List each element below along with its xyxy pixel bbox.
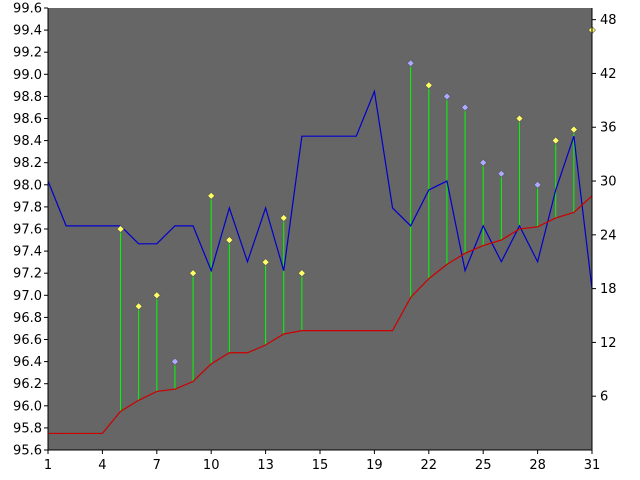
x-tick-label: 28 bbox=[529, 458, 546, 473]
data-point-marker bbox=[279, 214, 288, 222]
series-line-left-axis bbox=[48, 195, 593, 435]
right-tick-label: 6 bbox=[600, 390, 608, 405]
left-tick-label: 95.8 bbox=[13, 421, 42, 436]
x-tick-label: 22 bbox=[421, 458, 438, 473]
data-point-marker bbox=[171, 357, 179, 366]
left-tick-label: 95.6 bbox=[13, 444, 42, 459]
data-point-marker bbox=[533, 180, 542, 189]
data-point-marker bbox=[116, 225, 125, 233]
right-axis-ticks: 6 12 18 24 30 36 42 48 bbox=[592, 13, 617, 405]
data-point-marker bbox=[152, 291, 161, 300]
data-point-marker bbox=[424, 81, 433, 90]
left-tick-label: 96.8 bbox=[13, 311, 42, 326]
data-point-marker bbox=[551, 136, 560, 145]
left-tick-label: 96.4 bbox=[13, 355, 42, 370]
x-tick-label: 31 bbox=[584, 458, 601, 473]
left-tick-label: 98.2 bbox=[13, 156, 42, 171]
series-lines bbox=[47, 89, 593, 435]
data-point-marker bbox=[515, 114, 524, 123]
x-tick-label: 10 bbox=[203, 458, 220, 473]
x-tick-label: 13 bbox=[257, 458, 274, 473]
data-point-marker bbox=[297, 269, 306, 278]
data-markers bbox=[116, 26, 596, 366]
plot-area bbox=[48, 8, 592, 450]
left-tick-label: 97.4 bbox=[13, 245, 42, 260]
right-tick-label: 36 bbox=[600, 121, 617, 136]
data-point-marker bbox=[207, 191, 216, 200]
x-tick-label: 25 bbox=[475, 458, 492, 473]
left-tick-label: 97.6 bbox=[13, 223, 42, 238]
left-tick-label: 96.2 bbox=[13, 377, 42, 392]
data-point-marker bbox=[479, 158, 488, 167]
data-point-marker bbox=[461, 103, 469, 112]
x-tick-label: 4 bbox=[98, 458, 106, 473]
data-point-marker bbox=[497, 169, 506, 178]
left-tick-label: 97.0 bbox=[13, 289, 42, 304]
left-tick-label: 97.2 bbox=[13, 267, 42, 282]
left-tick-label: 98.4 bbox=[13, 134, 42, 149]
x-tick-label: 15 bbox=[312, 458, 329, 473]
left-tick-label: 96.0 bbox=[13, 399, 42, 414]
left-axis-ticks: 95.6 95.8 96.0 96.2 96.4 96.6 96.8 97.0 97.2 97.4… bbox=[13, 2, 48, 459]
left-tick-label: 99.2 bbox=[13, 46, 42, 61]
data-point-marker bbox=[261, 258, 270, 267]
x-axis-ticks: 1 4 7 10 13 15 19 22 25 28 31 bbox=[44, 450, 600, 473]
right-tick-label: 24 bbox=[600, 228, 617, 243]
data-point-marker bbox=[569, 125, 578, 134]
data-point-marker bbox=[134, 302, 143, 311]
left-tick-label: 98.6 bbox=[13, 112, 42, 127]
series-line-right-axis bbox=[47, 89, 593, 289]
right-tick-label: 30 bbox=[600, 175, 617, 190]
data-point-marker bbox=[443, 92, 451, 101]
right-tick-label: 12 bbox=[600, 336, 617, 351]
left-tick-label: 99.6 bbox=[13, 2, 42, 17]
left-tick-label: 99.4 bbox=[13, 24, 42, 39]
data-point-marker bbox=[225, 236, 234, 244]
data-point-marker bbox=[189, 269, 197, 278]
left-tick-label: 98.0 bbox=[13, 178, 42, 193]
data-point-marker bbox=[406, 59, 415, 68]
x-tick-label: 1 bbox=[44, 458, 52, 473]
left-tick-label: 99.0 bbox=[13, 68, 42, 83]
x-tick-label: 19 bbox=[366, 458, 383, 473]
left-tick-label: 98.8 bbox=[13, 90, 42, 105]
left-tick-label: 96.6 bbox=[13, 333, 42, 348]
right-tick-label: 42 bbox=[600, 67, 617, 82]
x-tick-label: 7 bbox=[153, 458, 161, 473]
right-tick-label: 18 bbox=[600, 282, 617, 297]
right-tick-label: 48 bbox=[600, 13, 617, 28]
left-tick-label: 97.8 bbox=[13, 200, 42, 215]
